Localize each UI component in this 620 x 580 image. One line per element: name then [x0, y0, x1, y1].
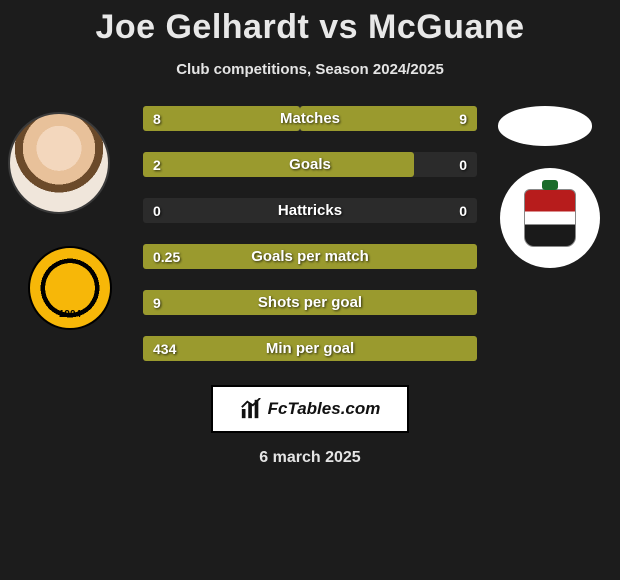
bristol-city-crest — [524, 189, 576, 247]
subtitle: Club competitions, Season 2024/2025 — [0, 61, 620, 78]
stat-bars: 89Matches20Goals00Hattricks0.25Goals per… — [143, 106, 477, 361]
stat-row: 9Shots per goal — [143, 290, 477, 315]
stat-label: Hattricks — [143, 198, 477, 223]
stat-row: 20Goals — [143, 152, 477, 177]
stats-area: 89Matches20Goals00Hattricks0.25Goals per… — [0, 106, 620, 361]
stat-fill-left — [143, 244, 477, 269]
stat-fill-right — [300, 106, 477, 131]
comparison-card: Joe Gelhardt vs McGuane Club competition… — [0, 0, 620, 467]
branding-badge[interactable]: FcTables.com — [211, 385, 409, 433]
stat-value-left: 0 — [153, 198, 161, 223]
stat-row: 434Min per goal — [143, 336, 477, 361]
stat-row: 89Matches — [143, 106, 477, 131]
chart-icon — [240, 398, 262, 420]
stat-value-right: 0 — [459, 198, 467, 223]
stat-fill-left — [143, 336, 477, 361]
mcguane-avatar — [498, 106, 592, 146]
stat-fill-left — [143, 152, 414, 177]
stat-fill-left — [143, 106, 300, 131]
hull-city-badge — [28, 246, 112, 330]
joe-gelhardt-avatar — [8, 112, 110, 214]
stat-fill-left — [143, 290, 477, 315]
page-title: Joe Gelhardt vs McGuane — [0, 8, 620, 47]
stat-row: 0 0Hattricks — [143, 198, 477, 223]
date-label: 6 march 2025 — [0, 449, 620, 467]
branding-text: FcTables.com — [268, 399, 381, 419]
stat-row: 0.25Goals per match — [143, 244, 477, 269]
bristol-city-badge — [500, 168, 600, 268]
stat-value-right: 0 — [459, 152, 467, 177]
